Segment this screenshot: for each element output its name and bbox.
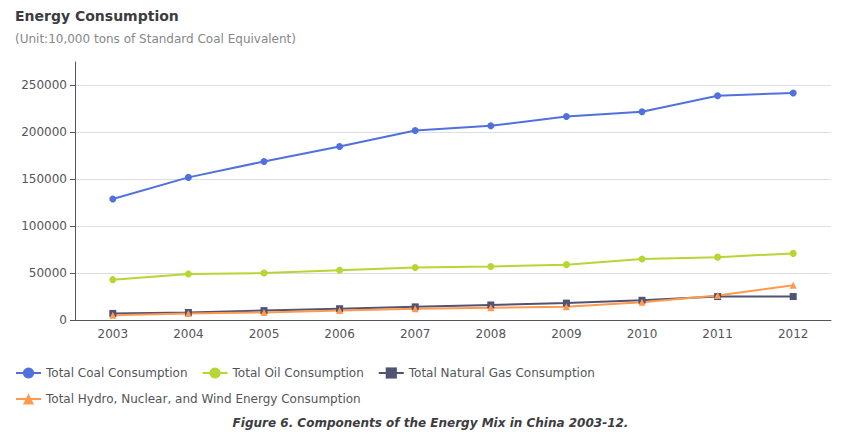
svg-text:Total Hydro, Nuclear, and Wind: Total Hydro, Nuclear, and Wind Energy Co… [45, 392, 361, 406]
svg-text:2005: 2005 [249, 327, 280, 341]
svg-text:2004: 2004 [173, 327, 204, 341]
svg-text:150000: 150000 [21, 172, 67, 186]
svg-text:2012: 2012 [778, 327, 809, 341]
svg-text:250000: 250000 [21, 78, 67, 92]
svg-text:Total Coal Consumption: Total Coal Consumption [45, 366, 188, 380]
svg-text:2007: 2007 [400, 327, 431, 341]
svg-text:Total Oil Consumption: Total Oil Consumption [232, 366, 364, 380]
svg-text:2011: 2011 [702, 327, 733, 341]
svg-text:2009: 2009 [551, 327, 582, 341]
svg-text:Figure 6. Components of the En: Figure 6. Components of the Energy Mix i… [233, 416, 629, 430]
svg-text:(Unit:10,000 tons of Standard: (Unit:10,000 tons of Standard Coal Equiv… [15, 32, 296, 46]
svg-text:200000: 200000 [21, 125, 67, 139]
svg-text:50000: 50000 [29, 266, 67, 280]
svg-text:2010: 2010 [627, 327, 658, 341]
svg-text:Energy Consumption: Energy Consumption [15, 8, 179, 24]
svg-text:Total Natural Gas Consumption: Total Natural Gas Consumption [408, 366, 595, 380]
svg-text:2006: 2006 [324, 327, 355, 341]
svg-text:100000: 100000 [21, 219, 67, 233]
svg-text:2003: 2003 [98, 327, 129, 341]
svg-text:0: 0 [59, 313, 67, 327]
svg-text:2008: 2008 [476, 327, 507, 341]
